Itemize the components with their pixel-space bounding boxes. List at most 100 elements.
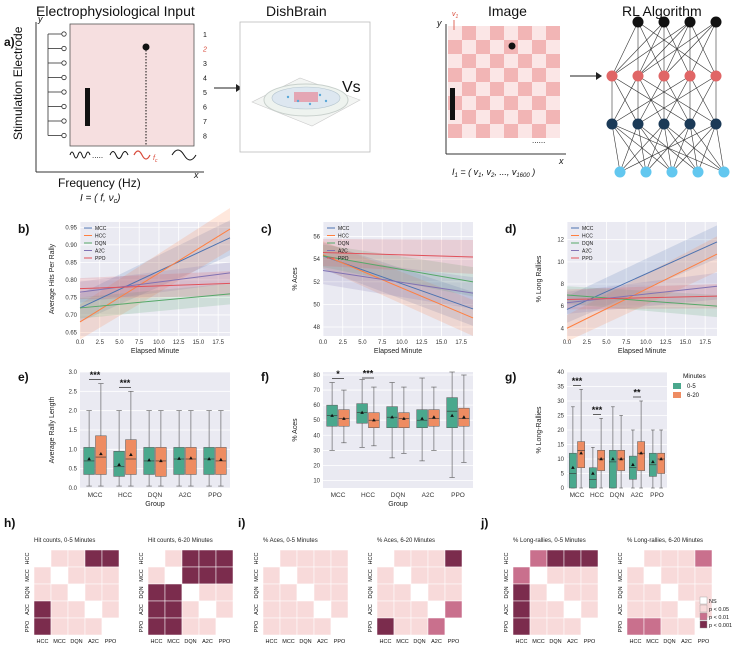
- heatmap-cell: [376, 583, 395, 602]
- series-line: [79, 282, 231, 290]
- heatmap-cell: [410, 549, 429, 568]
- y-tick-label: 54: [313, 257, 320, 263]
- image-pixel: [518, 82, 532, 96]
- heatmap-col-label: DQN: [184, 639, 196, 645]
- heatmap-cell: [643, 617, 662, 636]
- y-tick-label: 0.95: [65, 225, 77, 231]
- heatmap-cell: [330, 549, 349, 568]
- significance-legend-swatch: [699, 620, 708, 629]
- x-tick-label: 0.0: [319, 340, 328, 346]
- image-pixel: [518, 96, 532, 110]
- heatmap-cell: [546, 617, 565, 636]
- heatmap-cell: [410, 600, 429, 619]
- confidence-band: [567, 236, 717, 342]
- heatmap-col-label: MCC: [282, 639, 295, 645]
- series-line: [566, 295, 718, 300]
- heatmap-cell: [410, 566, 429, 585]
- category-label: PPO: [650, 492, 664, 499]
- confidence-band: [80, 207, 230, 340]
- network-edge: [689, 21, 717, 77]
- image-pixel: [518, 124, 532, 138]
- network-node: [710, 118, 722, 130]
- mean-marker: [631, 462, 635, 466]
- heatmap-cell: [147, 583, 166, 602]
- plot-area: [323, 222, 473, 336]
- y-tick-label: 40: [313, 433, 320, 439]
- box: [185, 447, 197, 475]
- heatmap-panel-label: i): [238, 516, 245, 530]
- heatmap-row-label: PPO: [504, 620, 510, 632]
- y-tick-label: 52: [313, 280, 320, 286]
- versus-label: Vs: [342, 79, 361, 96]
- heatmap-cell: [84, 583, 103, 602]
- x-axis-label: Elapsed Minute: [618, 348, 666, 355]
- mean-marker: [219, 457, 223, 461]
- electrode-label: 1: [203, 32, 207, 39]
- y-tick-label: 10: [557, 260, 564, 266]
- significance-legend-label: NS: [709, 599, 717, 605]
- series-line: [322, 255, 474, 283]
- image-pixel: [546, 26, 560, 40]
- paddle-bar: [85, 88, 90, 126]
- heatmap-cell: [444, 583, 463, 602]
- network-node: [640, 166, 652, 178]
- heatmap-cell: [643, 566, 662, 585]
- y-tick-label: 0.5: [69, 467, 78, 473]
- category-label: DQN: [610, 492, 625, 499]
- confidence-band: [323, 244, 473, 297]
- heatmap-col-label: HCC: [266, 639, 278, 645]
- heatmap-cell: [262, 617, 281, 636]
- heatmap-cell: [330, 617, 349, 636]
- y-tick-label: 20: [313, 463, 320, 469]
- heatmap-cell: [164, 566, 183, 585]
- image-pixel: [490, 40, 504, 54]
- series-line: [322, 254, 474, 319]
- y-axis-label: Average Hits Per Rally: [49, 243, 56, 314]
- electrode-list: 1 2 3 4 5 6 7 8: [47, 31, 207, 141]
- v1-label: v1: [452, 11, 459, 20]
- heatmap-cell: [33, 566, 52, 585]
- heatmap-cell: [444, 566, 463, 585]
- y-tick-label: 50: [313, 302, 320, 308]
- x-tick-label: 15.0: [193, 340, 205, 346]
- image-pixel: [462, 124, 476, 138]
- network-node: [606, 70, 618, 82]
- heatmap-col-label: A2C: [317, 639, 328, 645]
- frequency-waves: ..... fc: [69, 149, 197, 164]
- y-tick-label: 0.65: [65, 330, 77, 336]
- heatmap-row-label: HCC: [25, 553, 31, 565]
- heatmap-row-label: PPO: [254, 620, 260, 632]
- image-pixel: [462, 26, 476, 40]
- heatmap-cell: [330, 583, 349, 602]
- heatmap-cell: [181, 549, 200, 568]
- series-line: [566, 241, 718, 310]
- heatmap-cell: [313, 583, 332, 602]
- y-tick-label: 30: [313, 448, 320, 454]
- ball-dot: [142, 43, 150, 51]
- heatmap-cell: [580, 549, 599, 568]
- wave-high: [69, 151, 91, 159]
- image-pixel: [476, 54, 490, 68]
- heatmap-col-label: PPO: [584, 639, 596, 645]
- heatmap-col-label: PPO: [698, 639, 710, 645]
- heatmap-col-label: PPO: [105, 639, 117, 645]
- network-edge: [611, 21, 691, 77]
- heatmap-col-label: A2C: [567, 639, 578, 645]
- heatmap-cell: [33, 583, 52, 602]
- heatmap-cell: [279, 617, 298, 636]
- heatmap-col-label: A2C: [202, 639, 213, 645]
- image-pixel: [532, 54, 546, 68]
- network-node: [710, 70, 722, 82]
- stimulation-field: [69, 23, 195, 147]
- legend-title: Minutes: [683, 373, 707, 380]
- image-pixel: [532, 110, 546, 124]
- heatmap-row-label: MCC: [139, 569, 145, 582]
- plot-area: [80, 222, 230, 336]
- heatmap-cell: [626, 617, 645, 636]
- y-tick-label: 10: [313, 478, 320, 484]
- heatmap-cell: [512, 549, 531, 568]
- image-pixel: [462, 110, 476, 124]
- series-line: [79, 293, 231, 309]
- image-pixel: [490, 54, 504, 68]
- wave-mid: [109, 151, 129, 159]
